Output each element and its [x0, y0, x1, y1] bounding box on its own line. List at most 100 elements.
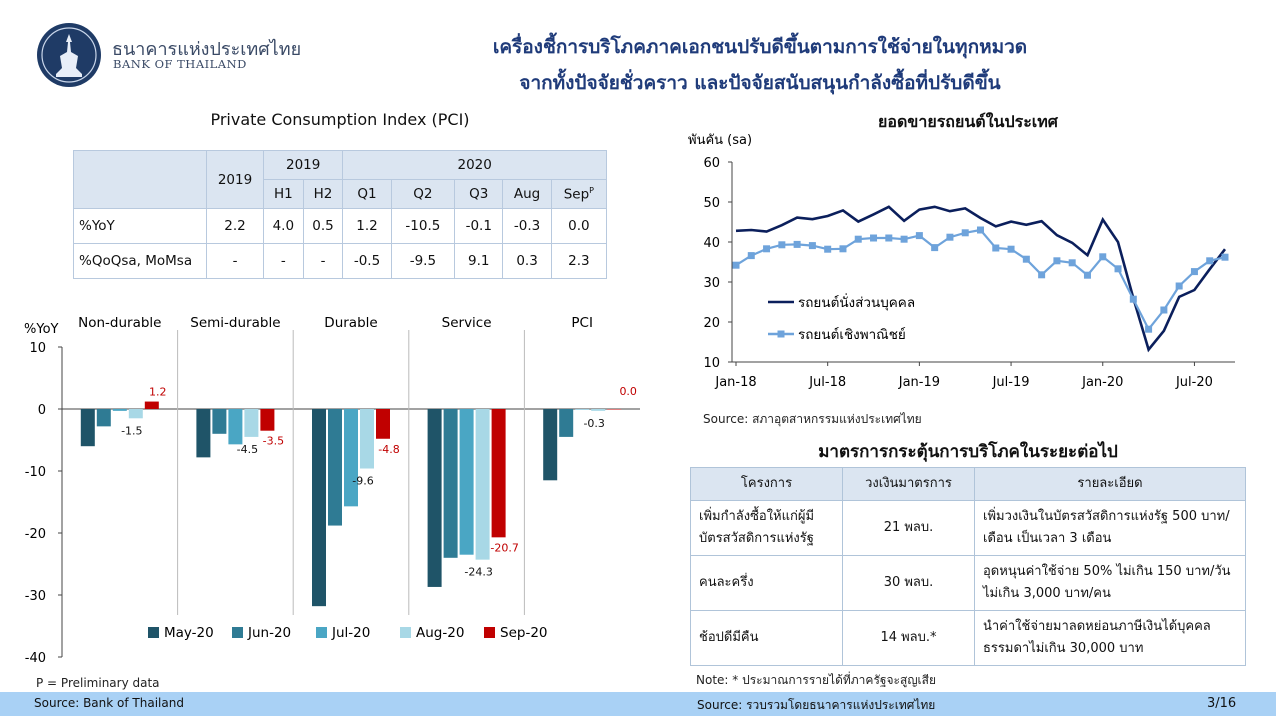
- measure-amount: 21 พลบ.: [842, 500, 975, 556]
- series-point: [839, 245, 847, 253]
- category-label: Service: [442, 315, 492, 331]
- data-label: -24.3: [464, 566, 492, 579]
- data-label: 0.0: [619, 385, 637, 398]
- series-point: [870, 234, 878, 242]
- x-tick-label: Jul-20: [1175, 375, 1213, 390]
- pci-header-q3: Q3: [454, 179, 504, 209]
- category-label: PCI: [571, 315, 593, 331]
- slide-title-line-2: จากทั้งปัจจัยชั่วคราว และปัจจัยสนับสนุนก…: [519, 72, 1001, 94]
- pci-header-2019: 2019: [206, 150, 264, 209]
- legend-swatch: [316, 627, 327, 638]
- category-label: Semi-durable: [190, 315, 280, 331]
- pci-table: 2019 2019 2020 H1 H2 Q1 Q2 Q3 Aug SepP %…: [73, 150, 608, 279]
- pci-header-sep-label: Sep: [563, 186, 590, 203]
- bar: [228, 409, 243, 445]
- pci-header-h1: H1: [263, 179, 304, 209]
- pci-header-h2: H2: [302, 179, 344, 209]
- org-name-english: BANK OF THAILAND: [113, 57, 247, 71]
- legend-swatch: [484, 627, 495, 638]
- table-row: ช้อปดีมีคืน 14 พลบ.* นำค่าใช้จ่ายมาลดหย่…: [690, 610, 1246, 666]
- table-cell: -0.5: [342, 243, 392, 279]
- bar: [543, 409, 558, 481]
- measures-table: โครงการ วงเงินมาตรการ รายละเอียด เพิ่มกำ…: [690, 467, 1246, 666]
- measures-header-amount: วงเงินมาตรการ: [842, 467, 975, 501]
- series-point: [1145, 325, 1153, 333]
- y-axis-label: %YoY: [24, 322, 59, 337]
- series-point: [808, 242, 816, 250]
- y-axis-label: พันคัน (sa): [688, 133, 752, 148]
- y-tick-label: 30: [703, 276, 720, 291]
- preliminary-note: P = Preliminary data: [36, 676, 160, 690]
- series-point: [854, 235, 862, 243]
- table-cell: 2.3: [550, 243, 608, 279]
- slide-title-line-1: เครื่องชี้การบริโภคภาคเอกชนปรับดีขึ้นตาม…: [492, 36, 1028, 58]
- x-tick-label: Jan-20: [1081, 375, 1123, 390]
- pci-header-blank: [73, 150, 207, 209]
- legend-swatch: [148, 627, 159, 638]
- measure-amount: 14 พลบ.*: [842, 610, 975, 666]
- series-point: [824, 245, 832, 253]
- series-point: [1114, 265, 1122, 273]
- legend-label: May-20: [164, 625, 214, 641]
- bar: [559, 409, 574, 437]
- table-row: เพิ่มกำลังซื้อให้แก่ผู้มีบัตรสวัสดิการแห…: [690, 500, 1246, 556]
- data-label: -1.5: [121, 424, 142, 437]
- legend-label: รถยนต์เชิงพาณิชย์: [798, 326, 906, 343]
- legend-label: Sep-20: [500, 625, 548, 641]
- series-point: [1190, 268, 1198, 276]
- measure-detail: อุดหนุนค่าใช้จ่าย 50% ไม่เกิน 150 บาท/วั…: [974, 555, 1246, 611]
- legend-swatch: [400, 627, 411, 638]
- series-point: [1160, 306, 1168, 314]
- measure-project: คนละครึ่ง: [690, 555, 843, 611]
- series-point: [931, 244, 939, 252]
- table-cell: -0.1: [454, 208, 504, 244]
- bar: [212, 409, 227, 434]
- legend-label: Jun-20: [247, 625, 291, 641]
- row-label: %QoQsa, MoMsa: [73, 243, 207, 279]
- legend-label: Jul-20: [331, 625, 370, 641]
- bar: [459, 409, 474, 555]
- series-point: [1129, 295, 1137, 303]
- bar: [443, 409, 458, 558]
- legend-label: Aug-20: [416, 625, 464, 641]
- table-cell: 0.5: [302, 208, 344, 244]
- table-cell: 9.1: [454, 243, 504, 279]
- table-cell: -: [302, 243, 344, 279]
- x-tick-label: Jul-19: [992, 375, 1030, 390]
- series-point: [961, 229, 969, 237]
- table-cell: -9.5: [390, 243, 456, 279]
- pci-component-bar-chart: %YoY 10 0 -10 -20 -30 -40 Non-durable -1.5 1.2 Sem…: [24, 315, 640, 666]
- footer-bar: Source: Bank of Thailand Source: รวบรวมโ…: [0, 692, 1276, 716]
- y-tick-label: 20: [703, 316, 720, 331]
- series-point: [778, 241, 786, 249]
- pci-header-sep-mark: P: [589, 185, 594, 195]
- measure-detail: นำค่าใช้จ่ายมาลดหย่อนภาษีเงินได้บุคคลธรร…: [974, 610, 1246, 666]
- car-sales-source: Source: สภาอุตสาหกรรมแห่งประเทศไทย: [703, 412, 922, 426]
- bar: [312, 409, 326, 607]
- measures-title: มาตรการกระตุ้นการบริโภคในระยะต่อไป: [818, 442, 1118, 462]
- car-sales-chart-title: ยอดขายรถยนต์ในประเทศ: [878, 112, 1058, 131]
- table-row: คนละครึ่ง 30 พลบ. อุดหนุนค่าใช้จ่าย 50% …: [690, 555, 1246, 611]
- org-name-thai: ธนาคารแห่งประเทศไทย: [112, 39, 302, 60]
- table-cell: 0.3: [502, 243, 552, 279]
- table-row: %QoQsa, MoMsa - - - -0.5 -9.5 9.1 0.3 2.…: [73, 243, 608, 279]
- category-label: Non-durable: [78, 315, 161, 331]
- table-cell: -10.5: [390, 208, 456, 244]
- y-tick-label: 10: [703, 356, 720, 371]
- series-point: [885, 234, 893, 242]
- pci-table-title: Private Consumption Index (PCI): [210, 110, 470, 129]
- table-cell: -: [206, 243, 264, 279]
- x-tick-label: Jul-18: [808, 375, 846, 390]
- series-point: [732, 261, 740, 269]
- measures-header-detail: รายละเอียด: [974, 467, 1246, 501]
- series-point: [747, 252, 755, 260]
- y-tick-label: -30: [25, 589, 46, 604]
- footer-left-source: Source: Bank of Thailand: [34, 696, 184, 710]
- series-point: [900, 235, 908, 243]
- bot-emblem-icon: [37, 23, 101, 87]
- pci-header-aug: Aug: [502, 179, 552, 209]
- y-tick-label: -40: [25, 651, 46, 666]
- series-point: [946, 233, 954, 241]
- series-point: [763, 245, 771, 253]
- car-sales-line-chart: พันคัน (sa) 60 50 40 30 20 10 Jan-18 Jul-18 Jan-1…: [688, 133, 1235, 390]
